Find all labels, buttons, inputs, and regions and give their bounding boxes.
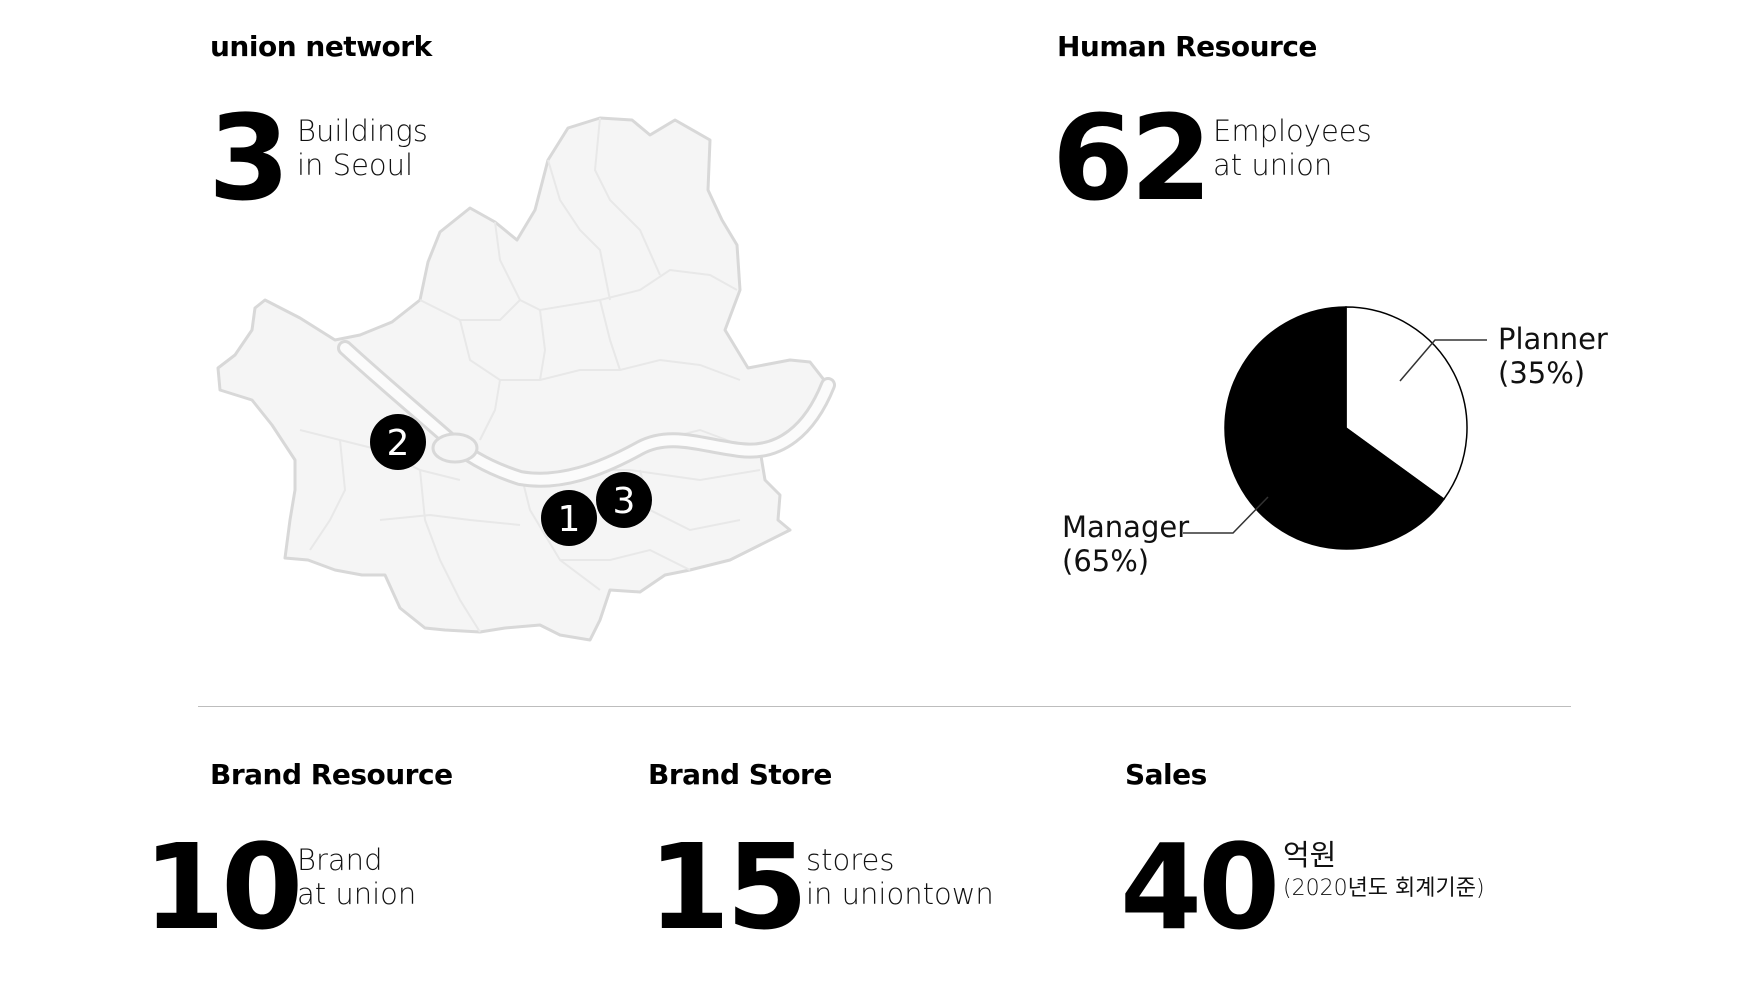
union-network-title: union network: [210, 30, 432, 63]
manager-leader-line: [1183, 496, 1269, 534]
han-river: [337, 340, 836, 488]
map-marker-3-label: 3: [613, 481, 636, 522]
buildings-description: Buildings in Seoul: [297, 114, 428, 182]
planner-label: Planner (35%): [1498, 322, 1608, 390]
buildings-desc-line1: Buildings: [297, 114, 428, 148]
seoul-map-outline: [216, 116, 830, 642]
brand-description: Brand at union: [297, 843, 416, 911]
store-desc-line2: in uniontown: [806, 877, 994, 911]
sales-desc-line2: (2020년도 회계기준): [1283, 876, 1485, 901]
planner-label-percent: (35%): [1498, 356, 1586, 390]
employees-description: Employees at union: [1213, 114, 1372, 182]
brand-desc-line1: Brand: [297, 843, 383, 877]
map-marker-2-label: 2: [387, 423, 410, 464]
sales-count: 40: [1120, 818, 1280, 956]
sales-desc-line1: 억원: [1283, 838, 1337, 872]
manager-label-name: Manager: [1062, 510, 1190, 544]
sales-description: 억원 (2020년도 회계기준): [1283, 838, 1485, 906]
river-island: [431, 432, 479, 464]
employees-desc-line1: Employees: [1213, 114, 1372, 148]
human-resource-title: Human Resource: [1057, 30, 1317, 63]
section-divider: [198, 706, 1571, 707]
brand-count: 10: [143, 818, 303, 956]
employees-count: 62: [1052, 89, 1212, 227]
brand-resource-title: Brand Resource: [210, 758, 453, 791]
buildings-desc-line2: in Seoul: [297, 148, 414, 182]
planner-label-name: Planner: [1498, 322, 1608, 356]
map-marker-1[interactable]: 1: [541, 490, 597, 546]
store-desc-line1: stores: [806, 843, 895, 877]
planner-leader-line: [1399, 339, 1487, 382]
store-description: stores in uniontown: [806, 843, 994, 911]
pie-slice-planner: [1345, 306, 1468, 501]
sales-title: Sales: [1125, 758, 1207, 791]
buildings-count: 3: [208, 89, 290, 227]
map-marker-2[interactable]: 2: [370, 414, 426, 470]
brand-desc-line2: at union: [297, 877, 417, 911]
manager-label-percent: (65%): [1062, 544, 1150, 578]
pie-slice-manager: [1224, 306, 1445, 550]
employees-desc-line2: at union: [1213, 148, 1333, 182]
map-marker-1-label: 1: [558, 499, 581, 540]
map-marker-3[interactable]: 3: [596, 472, 652, 528]
brand-store-title: Brand Store: [648, 758, 832, 791]
manager-label: Manager (65%): [1062, 510, 1189, 578]
district-boundaries: [299, 117, 761, 633]
store-count: 15: [648, 818, 808, 956]
